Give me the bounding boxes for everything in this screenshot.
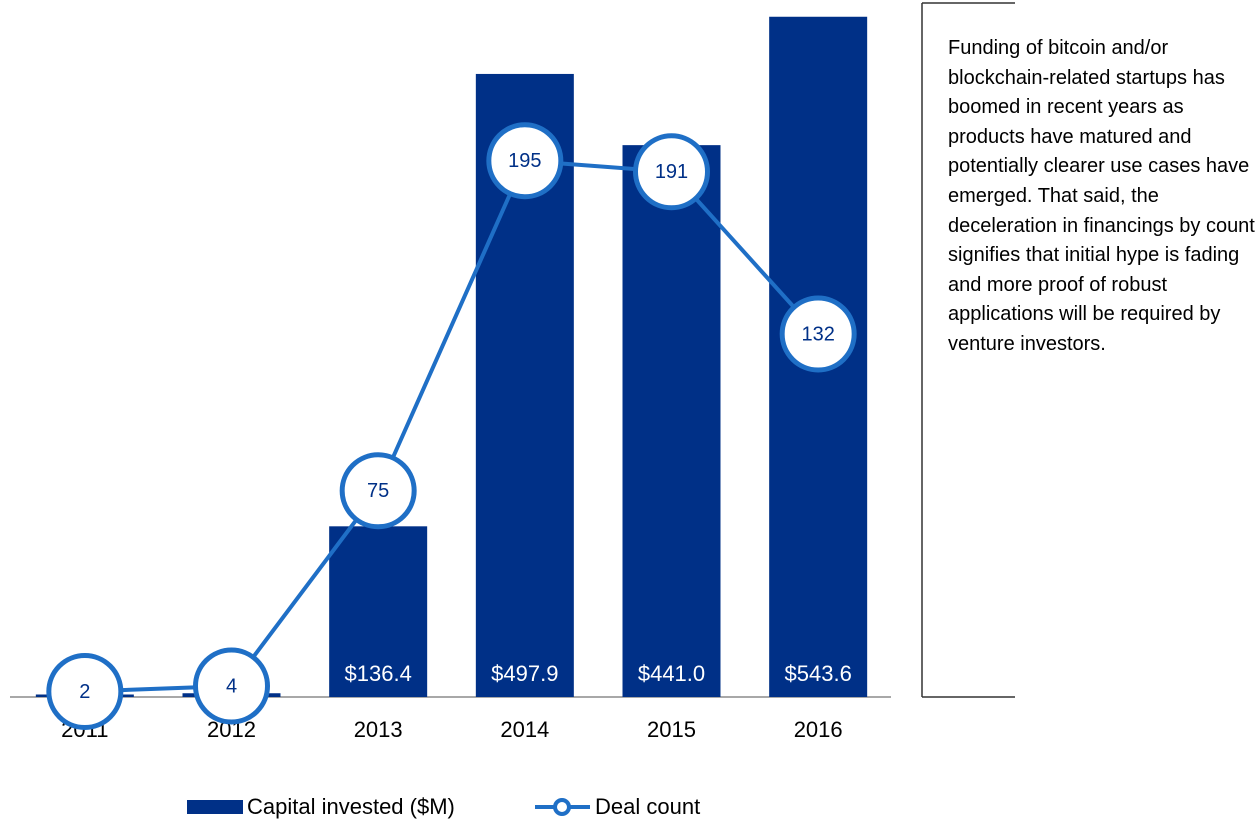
bar-label: $136.4 (345, 661, 412, 686)
bar (329, 526, 428, 697)
bar-label: $441.0 (638, 661, 705, 686)
point (46, 653, 124, 730)
point-label: 4 (226, 675, 237, 697)
x-tick-label: 2014 (500, 717, 549, 742)
bar-label: $497.9 (491, 661, 558, 686)
point-label: 75 (367, 480, 389, 502)
point-label: 195 (508, 150, 541, 172)
annotation: Funding of bitcoin and/or blockchain-rel… (948, 37, 1255, 355)
x-tick-label: 2013 (354, 717, 403, 742)
point (779, 295, 857, 373)
point (633, 133, 710, 211)
legend-swatch (187, 800, 243, 814)
bar-label: $543.6 (785, 661, 852, 686)
point (486, 122, 564, 200)
point-label: 2 (79, 681, 90, 703)
point-label: 191 (655, 161, 688, 183)
legend-label: Deal count (595, 794, 700, 819)
point (339, 452, 417, 530)
legend-label: Capital invested ($M) (247, 794, 455, 819)
bar (622, 145, 721, 697)
x-tick-label: 2016 (794, 717, 843, 742)
point-label: 132 (801, 323, 834, 345)
legend-swatch (553, 798, 571, 816)
point (193, 647, 270, 725)
x-tick-label: 2015 (647, 717, 696, 742)
